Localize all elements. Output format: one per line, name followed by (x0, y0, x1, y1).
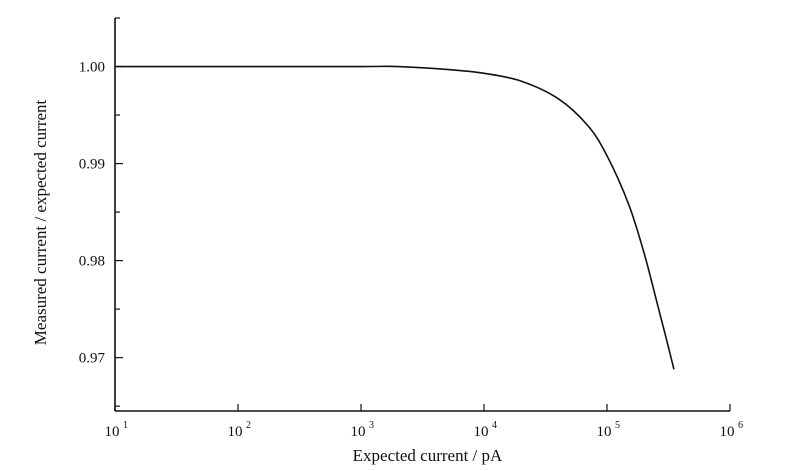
x-ticks: 10 1 10 2 10 3 10 4 10 5 10 6 (105, 404, 743, 440)
y-axis-title: Measured current / expected current (31, 100, 50, 346)
x-tick-exponent: 6 (738, 420, 743, 431)
y-tick-label: 0.99 (79, 157, 105, 173)
x-tick-exponent: 1 (123, 420, 128, 431)
x-tick-exponent: 3 (369, 420, 374, 431)
axes (114, 18, 730, 412)
x-tick-label: 10 (720, 424, 735, 440)
y-ticks: 1.00 0.99 0.98 0.97 (79, 17, 123, 407)
y-tick-label: 0.97 (79, 351, 106, 367)
series-line (114, 65, 675, 370)
y-tick-label: 0.98 (79, 254, 105, 270)
x-tick-exponent: 4 (492, 420, 497, 431)
x-tick-label: 10 (474, 424, 489, 440)
x-tick-label: 10 (105, 424, 120, 440)
x-tick-exponent: 5 (615, 420, 620, 431)
x-axis-title: Expected current / pA (353, 446, 503, 465)
x-tick-label: 10 (228, 424, 243, 440)
x-tick-label: 10 (597, 424, 612, 440)
y-tick-label: 1.00 (79, 60, 105, 76)
x-tick-label: 10 (351, 424, 366, 440)
x-tick-exponent: 2 (246, 420, 251, 431)
